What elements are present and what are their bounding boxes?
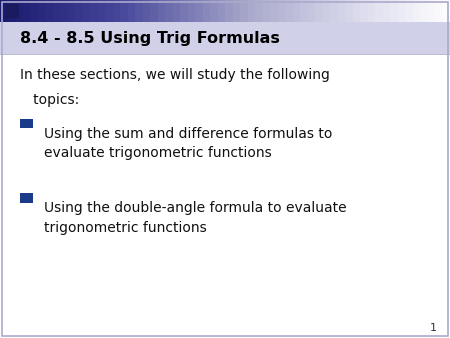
Bar [127, 0, 136, 22]
Bar [352, 0, 361, 22]
Bar [53, 0, 61, 22]
Bar [0, 54, 450, 55]
Bar [300, 0, 308, 22]
Bar [413, 0, 421, 22]
Bar [20, 193, 33, 202]
Bar [0, 22, 450, 54]
Bar [150, 0, 158, 22]
Bar [397, 0, 406, 22]
Bar [338, 0, 346, 22]
Bar [368, 0, 376, 22]
Bar [255, 0, 263, 22]
Bar [292, 0, 301, 22]
Bar [135, 0, 144, 22]
Bar [15, 0, 23, 22]
Bar [330, 0, 338, 22]
Bar [30, 0, 38, 22]
Bar [315, 0, 324, 22]
Bar [68, 0, 76, 22]
Bar [360, 0, 369, 22]
Bar [390, 0, 398, 22]
Text: topics:: topics: [20, 93, 80, 107]
Text: Using the double-angle formula to evaluate
trigonometric functions: Using the double-angle formula to evalua… [44, 201, 347, 235]
Bar [98, 0, 106, 22]
Bar [165, 0, 173, 22]
Bar [4, 4, 19, 18]
Bar [262, 0, 271, 22]
Bar [442, 0, 450, 22]
Bar [75, 0, 83, 22]
Bar [248, 0, 256, 22]
Bar [202, 0, 211, 22]
Bar [233, 0, 241, 22]
Bar [323, 0, 331, 22]
Bar [105, 0, 113, 22]
Bar [435, 0, 443, 22]
Bar [158, 0, 166, 22]
Bar [285, 0, 293, 22]
Bar [90, 0, 99, 22]
Bar [270, 0, 279, 22]
Bar [420, 0, 428, 22]
Bar [382, 0, 391, 22]
Bar [8, 0, 16, 22]
Bar [375, 0, 383, 22]
Text: 8.4 - 8.5 Using Trig Formulas: 8.4 - 8.5 Using Trig Formulas [20, 30, 280, 46]
Bar [188, 0, 196, 22]
Bar [278, 0, 286, 22]
Bar [120, 0, 128, 22]
Bar [82, 0, 91, 22]
Bar [210, 0, 218, 22]
Bar [307, 0, 316, 22]
Bar [172, 0, 181, 22]
Bar [428, 0, 436, 22]
Bar [180, 0, 189, 22]
Bar [217, 0, 226, 22]
Bar [45, 0, 54, 22]
Bar [345, 0, 353, 22]
Bar [405, 0, 414, 22]
Bar [37, 0, 46, 22]
Bar [0, 0, 9, 22]
Bar [225, 0, 234, 22]
Bar [20, 119, 33, 128]
Text: In these sections, we will study the following: In these sections, we will study the fol… [20, 68, 330, 81]
Bar [22, 0, 31, 22]
Text: Using the sum and difference formulas to
evaluate trigonometric functions: Using the sum and difference formulas to… [44, 127, 333, 160]
Bar [112, 0, 121, 22]
Bar [143, 0, 151, 22]
Bar [60, 0, 68, 22]
Text: 1: 1 [429, 323, 436, 333]
Bar [240, 0, 248, 22]
Bar [195, 0, 203, 22]
